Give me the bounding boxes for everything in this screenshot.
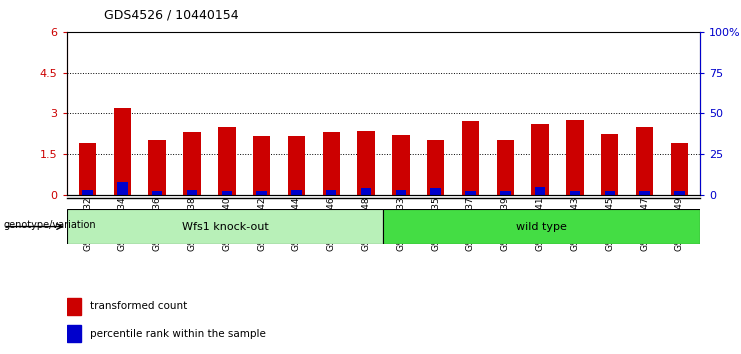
Text: Wfs1 knock-out: Wfs1 knock-out — [182, 222, 268, 232]
Bar — [531, 124, 549, 195]
Bar — [674, 192, 685, 195]
Bar — [152, 192, 162, 195]
Bar — [462, 121, 479, 195]
Bar — [183, 132, 201, 195]
Bar — [392, 135, 410, 195]
Bar — [396, 190, 406, 195]
Bar — [465, 192, 476, 195]
Bar — [79, 143, 96, 195]
Bar — [496, 141, 514, 195]
Bar — [326, 190, 336, 195]
Bar — [187, 190, 197, 195]
Bar — [570, 192, 580, 195]
Bar — [218, 127, 236, 195]
Text: wild type: wild type — [516, 222, 568, 232]
Bar — [256, 192, 267, 195]
Bar — [357, 131, 375, 195]
Bar — [253, 136, 270, 195]
Bar — [535, 187, 545, 195]
Bar — [288, 136, 305, 195]
Bar — [82, 190, 93, 195]
Bar — [117, 182, 127, 195]
Bar — [361, 188, 371, 195]
Bar — [566, 120, 584, 195]
Bar — [671, 143, 688, 195]
Bar — [431, 188, 441, 195]
Bar — [605, 192, 615, 195]
Bar — [222, 192, 232, 195]
Bar — [67, 298, 82, 315]
Bar — [427, 141, 445, 195]
Bar — [500, 192, 511, 195]
Bar — [639, 192, 650, 195]
Text: transformed count: transformed count — [90, 302, 187, 312]
Bar — [291, 190, 302, 195]
Text: GDS4526 / 10440154: GDS4526 / 10440154 — [104, 9, 239, 22]
Bar — [601, 133, 619, 195]
Bar — [67, 325, 82, 343]
Bar — [67, 209, 384, 244]
Bar — [384, 209, 700, 244]
Text: genotype/variation: genotype/variation — [4, 220, 96, 230]
Text: percentile rank within the sample: percentile rank within the sample — [90, 329, 266, 339]
Bar — [113, 108, 131, 195]
Bar — [322, 132, 340, 195]
Bar — [148, 141, 166, 195]
Bar — [636, 127, 654, 195]
